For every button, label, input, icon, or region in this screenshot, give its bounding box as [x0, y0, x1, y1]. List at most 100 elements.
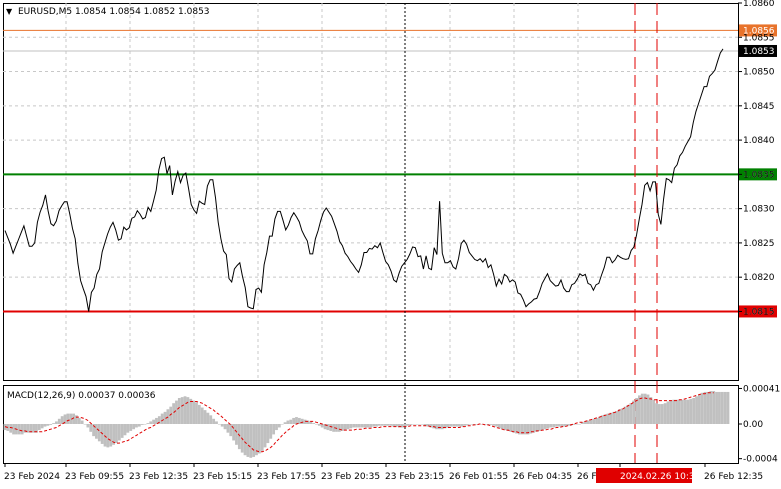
price-series	[4, 48, 724, 312]
macd-bar	[226, 424, 230, 433]
macd-bar	[252, 424, 256, 457]
macd-bar	[457, 424, 461, 427]
macd-bar	[263, 424, 267, 448]
symbol-menu-icon[interactable]: ▼	[6, 7, 13, 16]
level-tag	[739, 24, 777, 37]
macd-bar	[80, 420, 84, 424]
macd-bar	[526, 424, 530, 435]
macd-bar	[475, 424, 478, 425]
level-tag	[739, 305, 777, 318]
macd-bar	[406, 424, 410, 426]
x-tick-label: 26 Feb 04:35	[513, 472, 572, 482]
macd-bar	[172, 403, 176, 424]
macd-bar	[555, 424, 558, 427]
macd-bar	[506, 424, 510, 431]
macd-bar	[92, 424, 95, 437]
macd-bar	[543, 424, 547, 430]
price-axis: 1.0860 1.0855 1.0850 1.0845 1.0840 1.0835 1.08…	[738, 0, 775, 317]
macd-bar	[200, 407, 204, 424]
macd-bar	[97, 424, 101, 442]
macd-bar	[300, 418, 304, 424]
macd-bar	[109, 424, 113, 447]
macd-tick-label: -0.0004	[743, 455, 778, 465]
macd-bar	[395, 424, 398, 427]
macd-bar	[712, 391, 716, 424]
macd-bar	[660, 404, 664, 424]
macd-bar	[460, 424, 464, 427]
macd-bar	[183, 396, 187, 424]
macd-bar	[143, 424, 147, 425]
macd-bar	[249, 424, 253, 458]
macd-bar	[35, 424, 38, 433]
time-axis: 23 Feb 2024 23 Feb 09:55 23 Feb 12:35 23 Fe…	[4, 463, 763, 483]
macd-bar	[343, 424, 347, 431]
macd-bar	[137, 424, 141, 427]
macd-bar	[380, 424, 384, 426]
macd-bar	[192, 400, 196, 424]
macd-bar	[120, 424, 124, 438]
macd-bar	[417, 424, 421, 425]
macd-bar	[43, 424, 47, 427]
macd-bar	[257, 424, 261, 454]
macd-bar	[37, 424, 41, 431]
x-tick-label: 23 Feb 09:55	[65, 472, 124, 482]
macd-bar	[463, 424, 467, 426]
macd-bar	[515, 424, 518, 434]
macd-bar	[297, 417, 301, 424]
macd-bar	[169, 406, 173, 424]
macd-bar	[720, 391, 724, 424]
macd-bar	[106, 424, 110, 448]
macd-bar	[349, 424, 353, 429]
macd-bar	[509, 424, 513, 432]
macd-bar	[420, 424, 424, 425]
macd-tick-label: 0.00041	[743, 384, 780, 394]
macd-axis: 0.00041 0.00 -0.0004	[738, 384, 780, 465]
macd-bar	[435, 424, 438, 430]
macd-bar	[340, 424, 344, 431]
macd-bar	[489, 424, 493, 425]
macd-bar	[500, 424, 504, 430]
macd-bar	[440, 424, 444, 430]
y-tick-label: 1.0855	[743, 33, 775, 43]
macd-bar	[149, 421, 153, 424]
macd-bar	[83, 424, 87, 425]
macd-bar	[383, 424, 387, 426]
macd-bar	[260, 424, 264, 451]
macd-bar	[455, 424, 458, 427]
macd-bar	[63, 414, 67, 424]
macd-bar	[386, 424, 390, 426]
macd-bar	[709, 391, 713, 424]
macd-bar	[215, 421, 218, 424]
macd-bar	[189, 398, 193, 424]
macd-bar	[115, 424, 118, 444]
macd-bar	[372, 424, 376, 427]
macd-bar	[135, 424, 138, 428]
macd-bar	[537, 424, 541, 431]
macd-bar	[638, 395, 641, 424]
macd-bar	[303, 419, 307, 424]
macd-bar	[275, 424, 278, 431]
macd-bar	[512, 424, 516, 433]
macd-bar	[206, 412, 210, 424]
macd-bar	[377, 424, 381, 426]
macd-bar	[177, 398, 181, 424]
macd-bar	[366, 424, 370, 428]
y-tick-label: 1.0860	[743, 0, 775, 9]
macd-bar	[129, 424, 133, 431]
macd-bar	[449, 424, 453, 427]
macd-bar	[52, 423, 55, 424]
macd-bar	[586, 420, 590, 424]
macd-bar	[415, 424, 418, 425]
macd-bar	[483, 424, 487, 425]
macd-bar	[566, 424, 570, 426]
macd-bar	[723, 391, 727, 424]
macd-bar	[329, 424, 333, 431]
macd-bar	[575, 424, 578, 425]
macd-bar	[163, 411, 167, 424]
macd-bar	[160, 413, 164, 424]
macd-bar	[423, 424, 427, 426]
macd-bar	[718, 391, 721, 424]
macd-bar	[618, 409, 621, 424]
macd-bar	[237, 424, 241, 450]
